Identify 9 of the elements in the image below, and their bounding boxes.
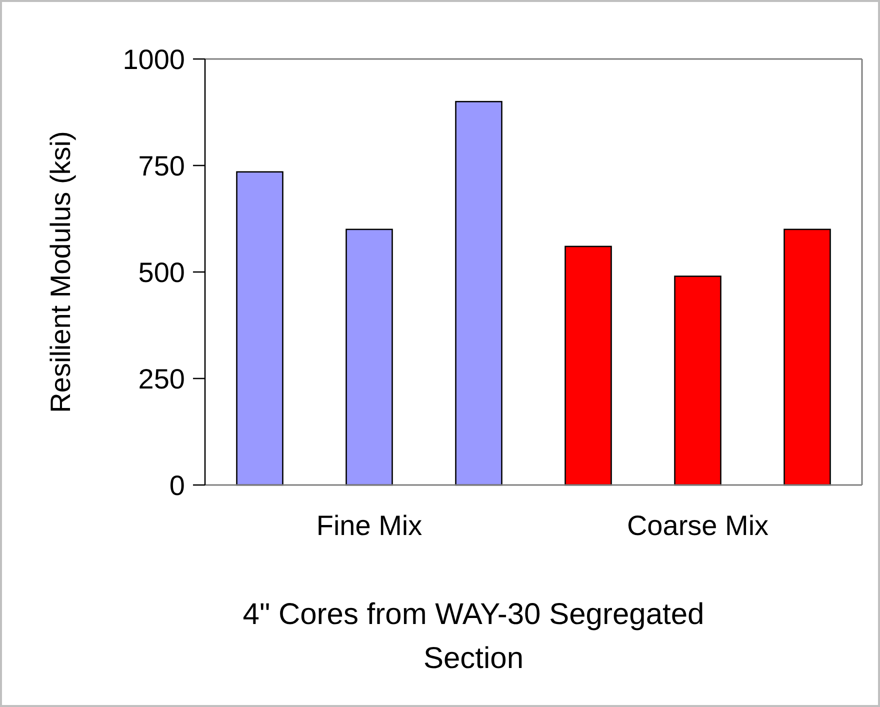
y-tick-label: 1000 <box>122 44 185 75</box>
y-axis-title: Resilient Modulus (ksi) <box>45 131 76 413</box>
y-tick-label: 750 <box>138 150 185 182</box>
y-tick-label: 0 <box>169 470 185 501</box>
x-tick-label: Fine Mix <box>316 510 422 541</box>
y-tick-label: 250 <box>138 363 185 394</box>
y-tick-label: 500 <box>138 256 185 288</box>
x-tick-label: Coarse Mix <box>626 510 769 541</box>
x-axis-title: 4" Cores from WAY-30 Segregated Section <box>242 598 704 675</box>
